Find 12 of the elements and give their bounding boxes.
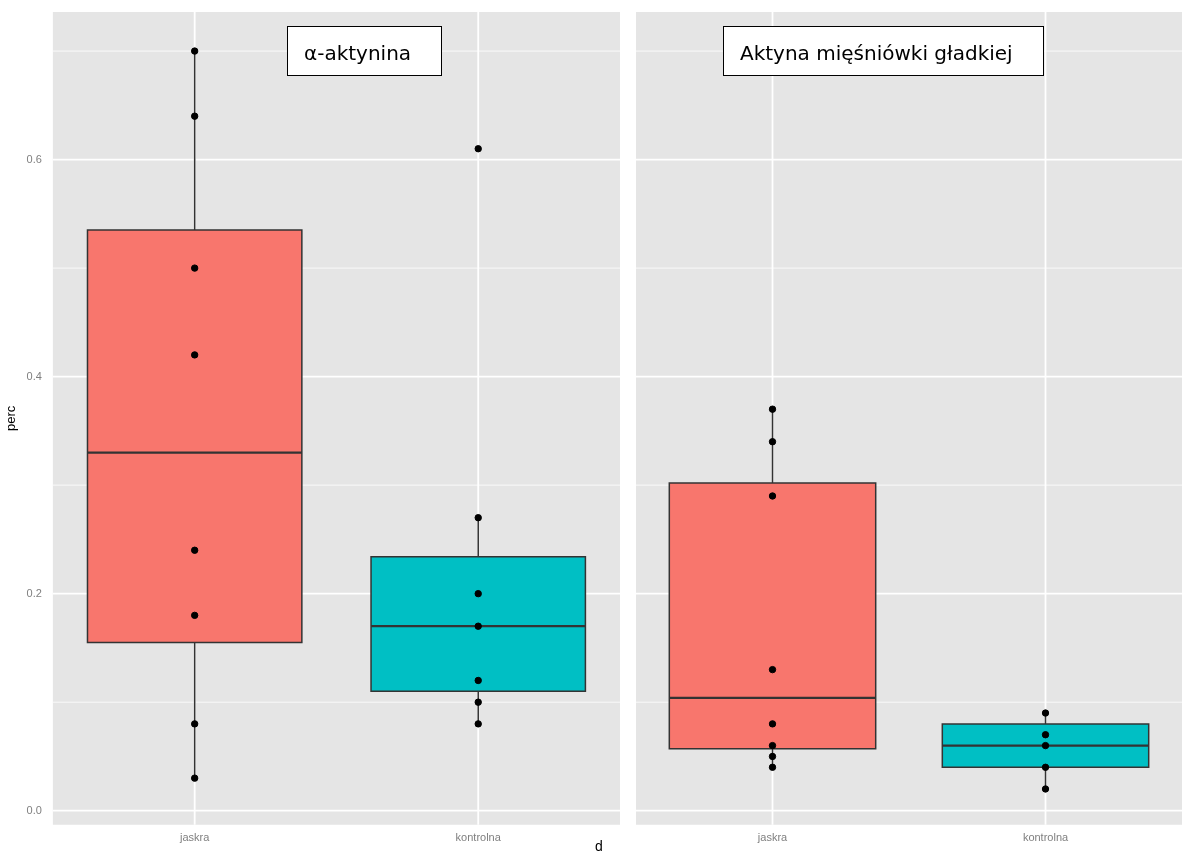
y-tick-label: 0.2 xyxy=(26,586,42,599)
text: α-aktynina xyxy=(287,26,443,76)
text: Aktyna mięśniówki gładkiej xyxy=(723,26,1044,76)
x-tick-label: kontrolna xyxy=(1022,831,1069,844)
x-tick-label: jaskra xyxy=(756,831,789,844)
x-tick-label: kontrolna xyxy=(455,831,502,844)
y-axis-title: perc xyxy=(3,405,19,432)
x-axis-title: d xyxy=(595,838,603,854)
y-tick-label: 0.0 xyxy=(26,803,42,816)
y-tick-label: 0.6 xyxy=(26,152,42,165)
x-tick-label: jaskra xyxy=(179,831,211,844)
y-tick-label: 0.4 xyxy=(26,369,42,382)
